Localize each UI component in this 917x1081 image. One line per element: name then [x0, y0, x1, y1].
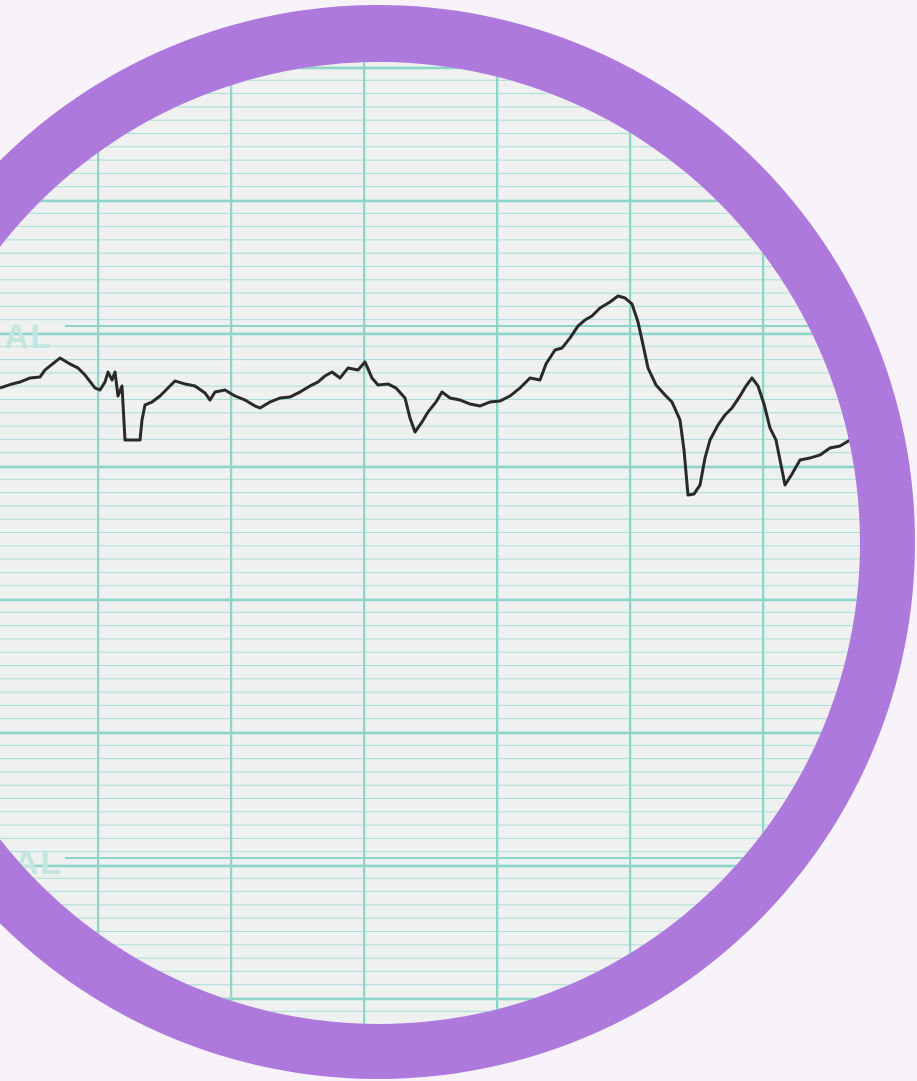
trace [0, 294, 851, 497]
paper-label: AL [4, 318, 53, 356]
